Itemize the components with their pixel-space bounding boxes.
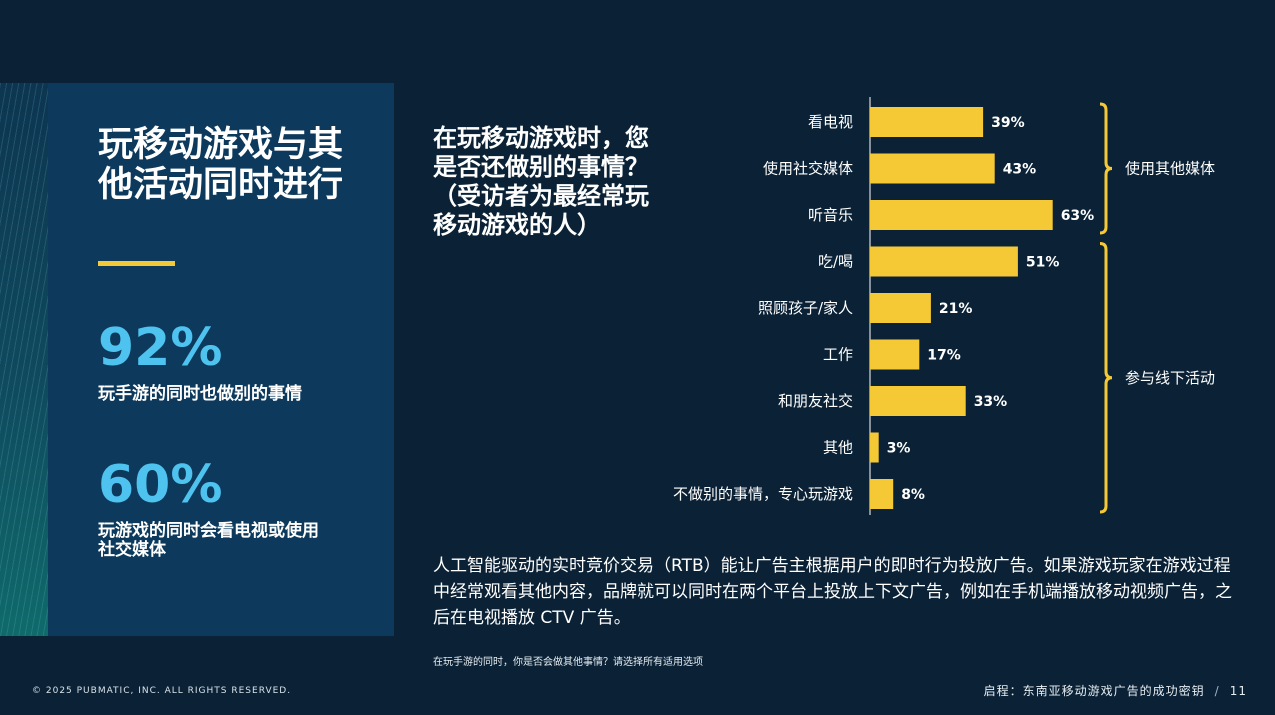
bar-1 (870, 153, 995, 184)
data-label-6: 33% (974, 394, 1008, 410)
data-label-2: 63% (1061, 208, 1095, 224)
chart-question: 在玩移动游戏时，您是否还做别的事情？（受访者为最经常玩移动游戏的人） (433, 124, 649, 239)
data-label-4: 21% (939, 301, 973, 317)
data-label-7: 3% (887, 441, 911, 457)
group-label-1: 参与线下活动 (1125, 369, 1215, 387)
stat-label-2: 玩游戏的同时会看电视或使用社交媒体 (98, 521, 319, 560)
bar-5 (870, 339, 920, 370)
bar-4 (870, 293, 931, 323)
stat-value-1: 92% (98, 318, 223, 378)
category-label-7: 其他 (823, 439, 853, 457)
bar-6 (870, 386, 966, 416)
category-label-6: 和朋友社交 (778, 392, 853, 410)
bar-8 (870, 479, 894, 509)
guide-title: 启程：东南亚移动游戏广告的成功密钥 (983, 684, 1205, 698)
highlight-panel: 玩移动游戏与其他活动同时进行 92% 玩手游的同时也做别的事情 60% 玩游戏的… (48, 83, 394, 636)
group-bracket-0 (1099, 102, 1113, 235)
category-label-8: 不做别的事情，专心玩游戏 (673, 485, 853, 503)
accent-bar (98, 261, 175, 266)
category-label-0: 看电视 (808, 113, 853, 131)
category-label-1: 使用社交媒体 (763, 160, 853, 178)
data-label-1: 43% (1003, 162, 1037, 178)
category-label-4: 照顾孩子/家人 (758, 299, 853, 317)
footer-guide: 启程：东南亚移动游戏广告的成功密钥 / 11 (984, 682, 1247, 699)
data-label-3: 51% (1026, 255, 1060, 271)
footer-separator: / (1214, 684, 1220, 698)
bar-2 (870, 200, 1053, 230)
bar-3 (870, 246, 1018, 277)
body-text: 人工智能驱动的实时竞价交易（RTB）能让广告主根据用户的即时行为投放广告。如果游… (433, 556, 1232, 628)
group-bracket-1 (1099, 242, 1113, 514)
category-label-2: 听音乐 (808, 206, 853, 224)
stat-value-2: 60% (98, 455, 223, 515)
page-number: 11 (1229, 684, 1247, 698)
activities-bar-chart: 看电视 39% 使用社交媒体 43% 听音乐 63% 吃/喝 51% 照顾孩子/家人 21% 工作 1… (673, 97, 1215, 515)
stat-label-1: 玩手游的同时也做别的事情 (98, 384, 302, 404)
group-label-0: 使用其他媒体 (1125, 160, 1215, 178)
footnote: 在玩手游的同时，你是否会做其他事情？请选择所有适用选项 (433, 657, 703, 668)
category-label-5: 工作 (823, 346, 853, 364)
copyright: © 2025 PUBMATIC, INC. ALL RIGHTS RESERVE… (32, 686, 292, 696)
data-label-8: 8% (901, 487, 925, 503)
bar-7 (870, 432, 879, 463)
data-label-5: 17% (927, 348, 961, 364)
bar-0 (870, 107, 984, 137)
data-label-0: 39% (991, 115, 1025, 131)
panel-title: 玩移动游戏与其他活动同时进行 (98, 125, 344, 205)
decorative-stripe (0, 83, 48, 636)
category-label-3: 吃/喝 (818, 253, 853, 271)
